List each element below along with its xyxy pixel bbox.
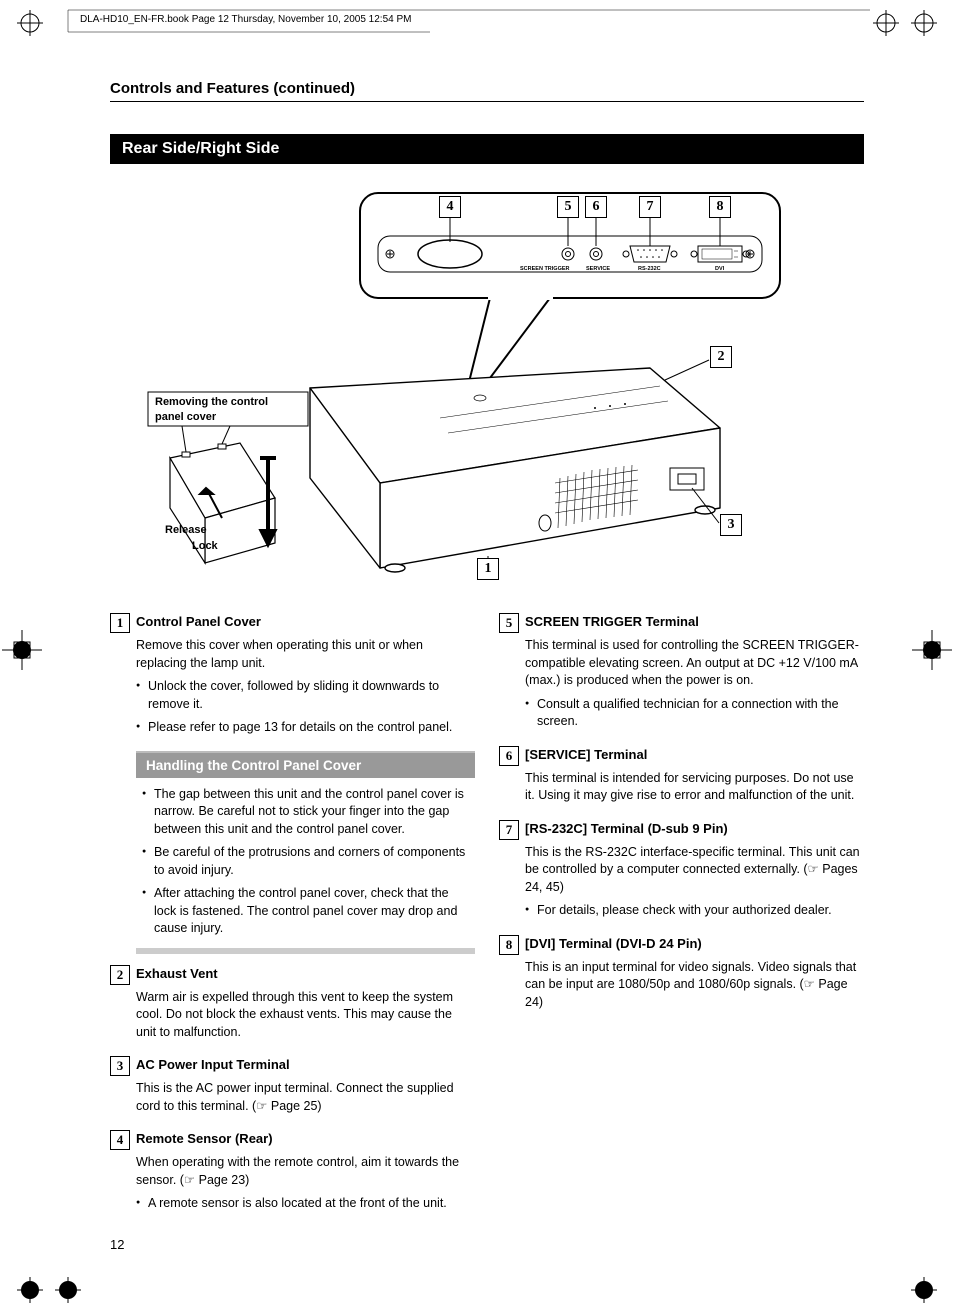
item-2-num: 2 — [110, 965, 130, 985]
item-4-num: 4 — [110, 1130, 130, 1150]
callout-num-2: 2 — [710, 346, 732, 368]
item-1-num: 1 — [110, 613, 130, 633]
item-6-title: [SERVICE] Terminal — [525, 745, 647, 765]
item-6-p1: This terminal is intended for servicing … — [525, 770, 864, 805]
breadcrumb: Controls and Features (continued) — [110, 80, 864, 102]
item-8-p1: This is an input terminal for video sign… — [525, 959, 864, 1012]
port-label-service: SERVICE — [586, 266, 610, 272]
item-8-title: [DVI] Terminal (DVI-D 24 Pin) — [525, 934, 702, 954]
projector-diagram — [110, 188, 864, 588]
callout-num-5: 5 — [557, 196, 579, 218]
item-4-b1: A remote sensor is also located at the f… — [136, 1195, 475, 1213]
item-5-p1: This terminal is used for controlling th… — [525, 637, 864, 690]
release-label: Release — [165, 524, 207, 536]
callout-num-7: 7 — [639, 196, 661, 218]
item-7-title: [RS-232C] Terminal (D-sub 9 Pin) — [525, 819, 728, 839]
item-3-title: AC Power Input Terminal — [136, 1055, 290, 1075]
item-1-b1: Unlock the cover, followed by sliding it… — [136, 678, 475, 713]
port-label-dvi: DVI — [715, 266, 724, 272]
callout-b3: After attaching the control panel cover,… — [142, 885, 469, 938]
lock-label: Lock — [192, 540, 218, 552]
callout-b2: Be careful of the protrusions and corner… — [142, 844, 469, 879]
item-7-b1: For details, please check with your auth… — [525, 902, 864, 920]
callout-b1: The gap between this unit and the contro… — [142, 786, 469, 839]
item-1-b2: Please refer to page 13 for details on t… — [136, 719, 475, 737]
item-2-title: Exhaust Vent — [136, 964, 218, 984]
item-7: 7 [RS-232C] Terminal (D-sub 9 Pin) This … — [499, 819, 864, 920]
item-3-p1: This is the AC power input terminal. Con… — [136, 1080, 475, 1115]
remove-cover-label-l2: panel cover — [155, 411, 216, 423]
page-content: Controls and Features (continued) Rear S… — [0, 0, 954, 1292]
callout-num-3: 3 — [720, 514, 742, 536]
callout-num-4: 4 — [439, 196, 461, 218]
item-5-title: SCREEN TRIGGER Terminal — [525, 612, 699, 632]
file-header-info: DLA-HD10_EN-FR.book Page 12 Thursday, No… — [80, 14, 411, 25]
item-3: 3 AC Power Input Terminal This is the AC… — [110, 1055, 475, 1115]
item-7-p1: This is the RS-232C interface-specific t… — [525, 844, 864, 897]
right-column: 5 SCREEN TRIGGER Terminal This terminal … — [499, 612, 864, 1227]
item-4-p1: When operating with the remote control, … — [136, 1154, 475, 1189]
callout-handling-cover: Handling the Control Panel Cover The gap… — [136, 751, 475, 954]
item-6: 6 [SERVICE] Terminal This terminal is in… — [499, 745, 864, 805]
item-1: 1 Control Panel Cover Remove this cover … — [110, 612, 475, 737]
item-6-num: 6 — [499, 746, 519, 766]
item-5-num: 5 — [499, 613, 519, 633]
callout-num-1: 1 — [477, 558, 499, 580]
item-2: 2 Exhaust Vent Warm air is expelled thro… — [110, 964, 475, 1042]
port-label-rs232c: RS-232C — [638, 266, 661, 272]
item-4: 4 Remote Sensor (Rear) When operating wi… — [110, 1129, 475, 1213]
item-1-title: Control Panel Cover — [136, 612, 261, 632]
section-title-bar: Rear Side/Right Side — [110, 134, 864, 164]
diagram-area: 4 5 6 7 8 2 3 1 SCREEN TRIGGER SERVICE R… — [110, 188, 864, 588]
remove-cover-label-l1: Removing the control — [155, 396, 268, 408]
item-8-num: 8 — [499, 935, 519, 955]
item-1-p1: Remove this cover when operating this un… — [136, 637, 475, 672]
item-4-title: Remote Sensor (Rear) — [136, 1129, 273, 1149]
item-5: 5 SCREEN TRIGGER Terminal This terminal … — [499, 612, 864, 731]
page-number: 12 — [110, 1237, 864, 1252]
item-7-num: 7 — [499, 820, 519, 840]
left-column: 1 Control Panel Cover Remove this cover … — [110, 612, 475, 1227]
content-columns: 1 Control Panel Cover Remove this cover … — [110, 612, 864, 1227]
port-label-screen-trigger: SCREEN TRIGGER — [520, 266, 570, 272]
callout-num-8: 8 — [709, 196, 731, 218]
callout-num-6: 6 — [585, 196, 607, 218]
callout-title: Handling the Control Panel Cover — [136, 753, 475, 778]
item-3-num: 3 — [110, 1056, 130, 1076]
remove-cover-label: Removing the control panel cover — [155, 395, 305, 425]
item-2-p1: Warm air is expelled through this vent t… — [136, 989, 475, 1042]
item-8: 8 [DVI] Terminal (DVI-D 24 Pin) This is … — [499, 934, 864, 1012]
item-5-b1: Consult a qualified technician for a con… — [525, 696, 864, 731]
